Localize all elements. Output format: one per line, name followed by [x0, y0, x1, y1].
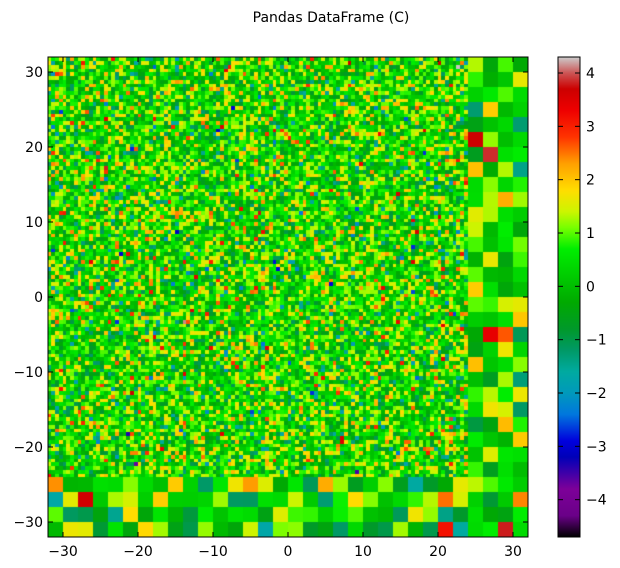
- x-tick-label: −10: [198, 544, 228, 560]
- y-tick-label: 0: [34, 290, 43, 306]
- x-tick-label: −30: [48, 544, 78, 560]
- y-tick-label: 30: [25, 65, 43, 81]
- colorbar-tick-label: −3: [586, 439, 607, 455]
- colorbar: −4 −3 −2 −1 0 1 2 3 4: [557, 56, 607, 538]
- y-axis: −30 −20 −10 0 10 20 30: [13, 65, 528, 531]
- colorbar-tick-label: −1: [586, 333, 607, 349]
- colorbar-tick-label: 2: [586, 173, 595, 189]
- x-tick-label: −20: [123, 544, 153, 560]
- chart-title: Pandas DataFrame (C): [253, 10, 410, 26]
- y-tick-label: −20: [13, 440, 43, 456]
- y-tick-label: 10: [25, 215, 43, 231]
- colorbar-tick-label: 3: [586, 119, 595, 135]
- colorbar-tick-label: 1: [586, 226, 595, 242]
- colorbar-tick-label: 4: [586, 66, 595, 82]
- colorbar-tick-label: −2: [586, 386, 607, 402]
- y-tick-label: −30: [13, 515, 43, 531]
- y-tick-label: 20: [25, 140, 43, 156]
- colorbar-tick-label: −4: [586, 493, 607, 509]
- x-tick-label: 20: [429, 544, 447, 560]
- heatmap-image: [48, 57, 528, 537]
- heatmap-cells: [48, 57, 528, 537]
- x-tick-label: 0: [284, 544, 293, 560]
- colorbar-tick-label: 0: [586, 279, 595, 295]
- colorbar-gradient: [557, 56, 581, 538]
- x-tick-label: 10: [354, 544, 372, 560]
- y-tick-label: −10: [13, 365, 43, 381]
- x-tick-label: 30: [504, 544, 522, 560]
- x-axis: −30 −20 −10 0 10 20 30: [48, 57, 522, 560]
